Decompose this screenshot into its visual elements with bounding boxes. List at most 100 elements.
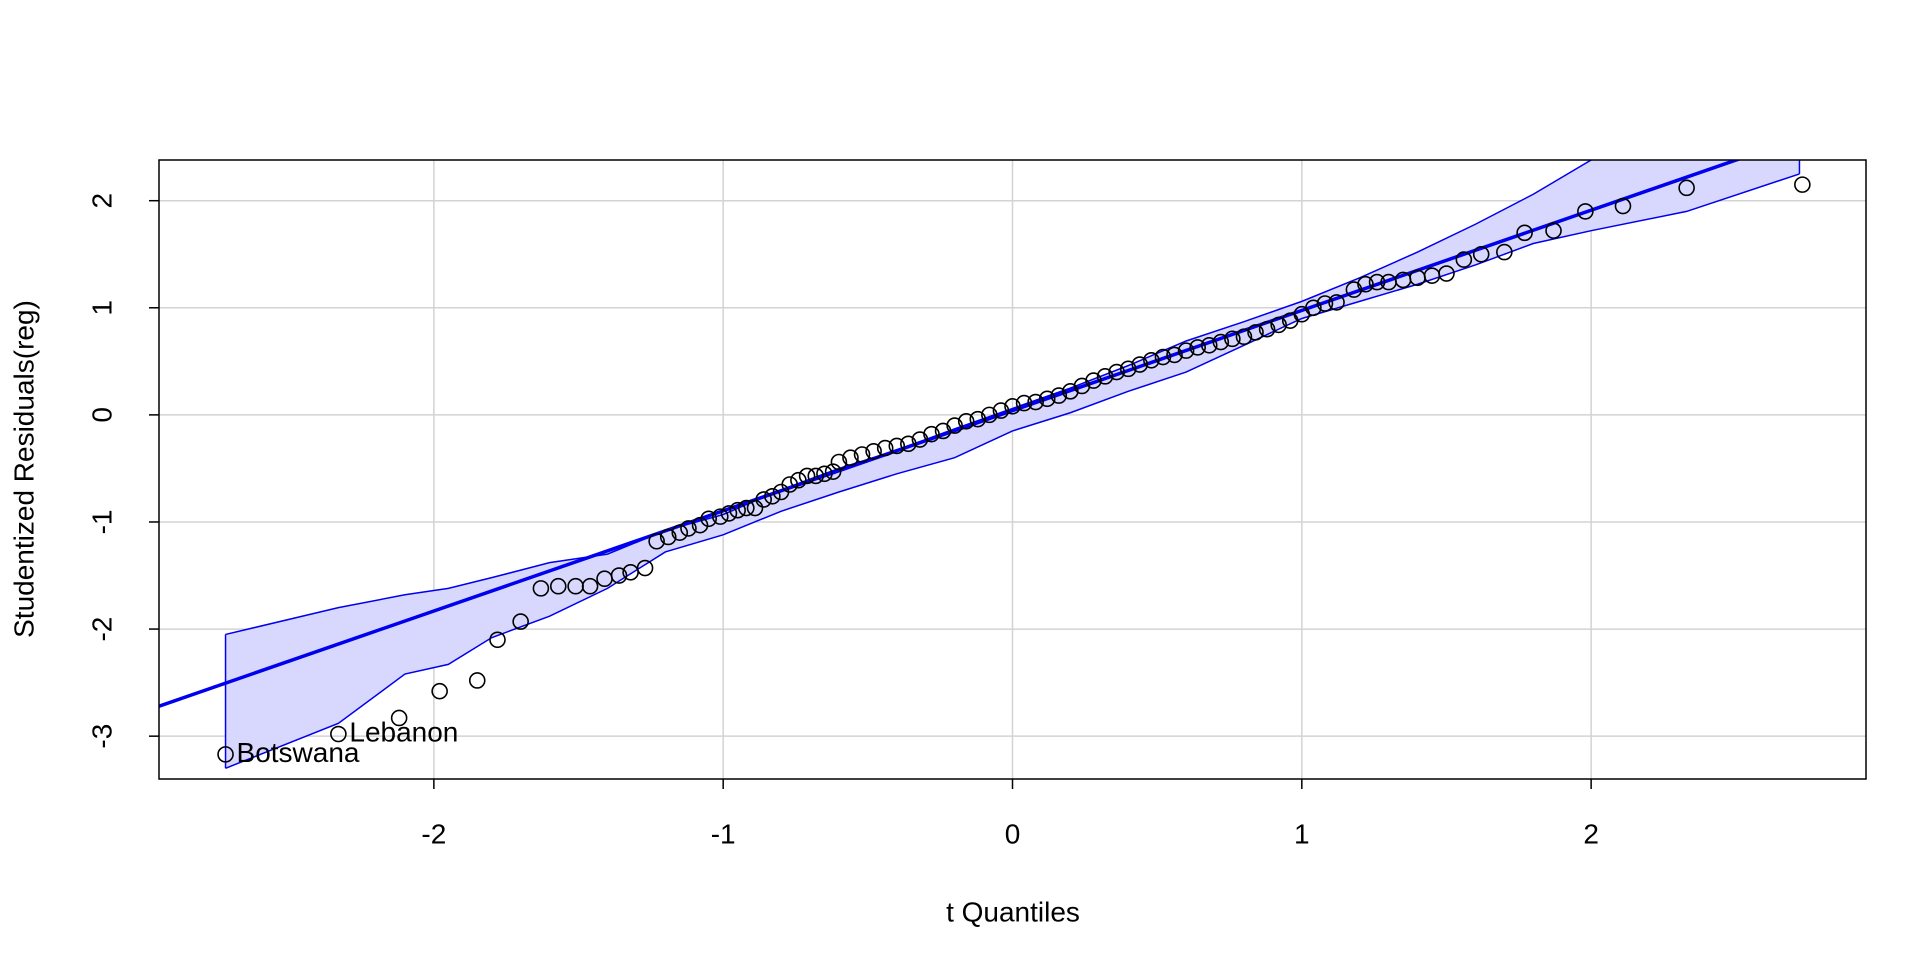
data-point [888,437,906,455]
data-point [764,487,781,505]
data-point [581,577,599,595]
data-point [969,410,987,428]
data-point [798,467,816,485]
data-point [1247,324,1264,341]
data-point [549,577,567,595]
data-point [1794,176,1811,193]
x-tick-label: 0 [1005,818,1021,849]
y-tick-label: -2 [86,617,117,642]
x-tick-label: 2 [1583,818,1599,849]
data-point [992,402,1010,419]
data-point [781,476,799,493]
data-point [512,613,529,630]
data-point [1177,342,1195,359]
data-point [1154,348,1172,366]
data-point [711,508,729,525]
data-point [1212,333,1230,351]
y-tick-label: -1 [86,510,117,535]
data-point [1015,394,1033,412]
point-annotation: Botswana [237,737,360,768]
data-point [1004,398,1021,415]
data-point [816,465,833,483]
data-point [1258,320,1276,338]
x-tick-label: -1 [711,818,736,849]
data-point [691,516,709,534]
data-point [720,505,738,522]
x-tick-label: 1 [1294,818,1310,849]
data-point [1305,299,1322,317]
data-point [1235,328,1253,346]
data-point [1270,316,1287,334]
data-point [648,532,665,550]
data-point [1472,245,1490,263]
data-point [842,449,859,467]
x-axis-label: t Quantiles [946,896,1080,927]
data-point [431,682,448,700]
y-tick-label: 2 [86,193,117,209]
data-point [1027,393,1044,411]
data-point [1166,346,1183,364]
data-point [1096,368,1114,385]
data-point [1614,197,1632,215]
x-tick-label: -2 [421,818,446,849]
data-point [1189,339,1206,356]
data-point [610,567,628,584]
data-point [1038,390,1056,408]
y-axis-label: Studentized Residuals(reg) [8,300,39,638]
data-point [807,467,825,485]
data-point [981,406,998,424]
data-point [532,580,550,597]
point-annotation: Lebanon [349,716,458,747]
data-point [900,435,917,453]
data-point [729,501,746,519]
data-point [330,725,347,743]
data-point [957,413,975,430]
data-point [1119,360,1137,378]
data-point [746,499,764,517]
grid [159,160,1866,779]
data-point [700,510,718,528]
data-point [1496,243,1513,261]
data-point [1577,203,1594,220]
data-point [1316,295,1334,312]
data-point [1357,275,1374,293]
y-tick-label: 0 [86,407,117,423]
data-point [217,746,234,763]
reference-line [159,160,1742,708]
data-point [1224,330,1241,348]
plot-frame [158,159,1867,780]
data-point [636,559,654,577]
axes: -2 -1 0 1 2 -3 -2 -1 0 1 2 [86,193,1599,849]
data-point [865,442,882,460]
data-point [390,709,408,727]
data-point [1050,387,1068,404]
data-point [671,524,689,541]
data-point [1516,224,1533,242]
data-point [659,528,677,546]
data-point [790,471,807,489]
data-point [1143,351,1160,369]
data-point [489,631,506,649]
y-tick-label: -3 [86,724,117,749]
data-point [876,439,894,457]
data-point [830,453,848,471]
data-point [1455,251,1473,268]
data-point [946,417,963,434]
data-point [1108,363,1125,381]
y-tick-label: 1 [86,300,117,316]
data-point [1438,265,1455,282]
data-point [1545,222,1562,239]
data-point [738,499,755,517]
data-point [1328,294,1345,311]
data-point [853,446,871,463]
data-point [1085,372,1102,389]
data-point [1368,273,1386,291]
data-point [1678,179,1695,197]
data-point [923,425,940,443]
data-point [680,520,697,537]
data-point [468,672,486,689]
data-point [1131,356,1149,373]
data-point [1200,336,1218,354]
